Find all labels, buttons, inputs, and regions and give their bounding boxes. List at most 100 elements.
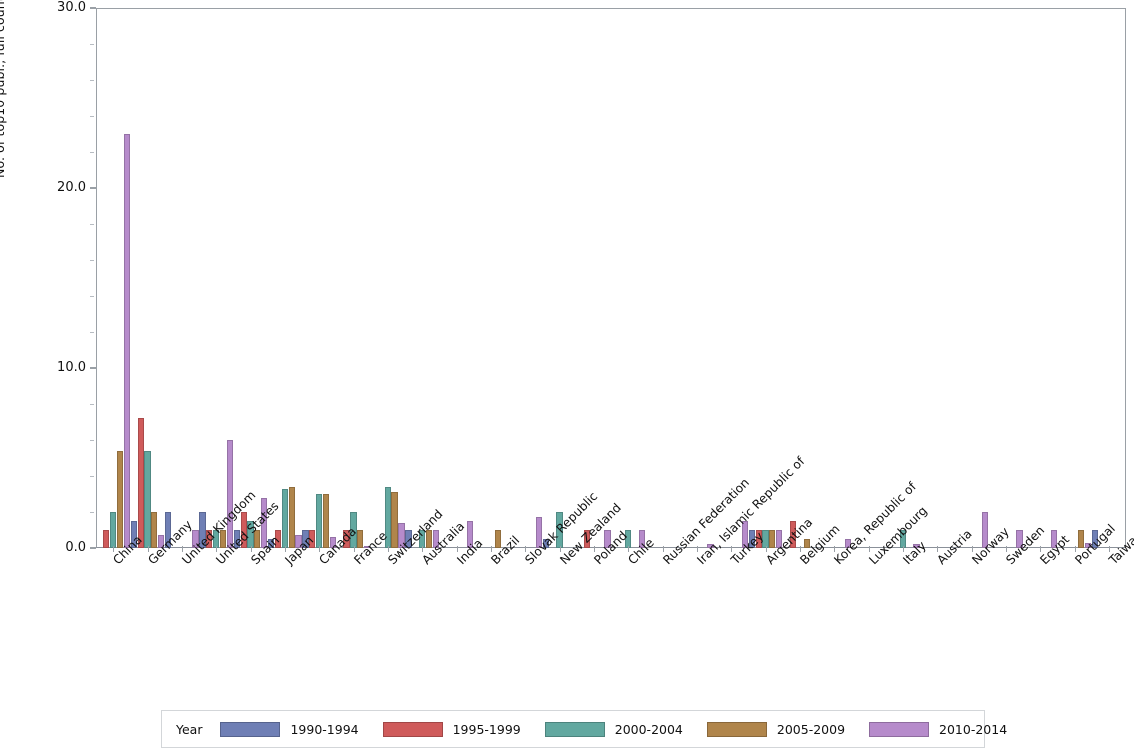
y-tick-minor <box>90 223 94 225</box>
bar <box>982 512 989 548</box>
bar <box>748 530 755 548</box>
bar <box>130 521 137 548</box>
x-tick-mark <box>1108 546 1110 552</box>
y-tick-minor <box>90 511 94 513</box>
bar <box>206 530 213 548</box>
x-tick-mark <box>525 546 527 552</box>
bar <box>295 535 302 548</box>
x-tick-label: France <box>351 529 390 568</box>
x-tick-label: Korea, Republic of <box>831 480 919 568</box>
bar <box>109 512 117 548</box>
x-tick-label: Switzerland <box>385 507 445 567</box>
y-tick-minor <box>90 79 94 81</box>
x-tick-label: Austria <box>934 527 974 567</box>
bar-group <box>748 8 783 548</box>
bar-group <box>611 8 645 548</box>
bar <box>240 512 247 548</box>
bar-group <box>954 8 989 548</box>
bar <box>233 530 240 548</box>
y-tick-major <box>90 367 96 369</box>
legend-item[interactable]: 1995-1999 <box>382 721 521 737</box>
y-axis-ticks: 0.0 10.0 20.0 30.0 <box>0 0 96 556</box>
x-tick-mark <box>353 546 355 552</box>
bars-layer <box>96 8 1126 548</box>
bar <box>192 530 199 548</box>
bar-group <box>577 8 611 548</box>
bar <box>343 530 350 548</box>
bar-group <box>268 8 302 548</box>
x-tick-label: Turkey <box>728 529 767 568</box>
bar <box>226 440 233 548</box>
bar <box>144 450 151 548</box>
bar <box>219 530 227 548</box>
y-tick-minor <box>90 115 94 117</box>
x-tick-label: Russian Federation <box>660 475 752 567</box>
y-tick-minor <box>90 151 94 153</box>
bar <box>741 521 748 548</box>
x-tick-label: Poland <box>591 529 630 568</box>
chart-legend: Year 1990-1994 1995-1999 2000-2004 2005-200… <box>161 710 1007 748</box>
bar-group <box>199 8 233 548</box>
x-tick-label: Belgium <box>797 522 842 567</box>
bar-group <box>474 8 508 548</box>
bar <box>261 497 268 548</box>
x-tick-mark <box>868 546 870 552</box>
bar <box>103 530 110 548</box>
legend-label: 1995-1999 <box>452 721 521 737</box>
bar <box>281 488 288 548</box>
bar-group <box>405 8 439 548</box>
bar <box>151 512 158 548</box>
legend-swatch <box>544 721 605 737</box>
bar <box>398 522 405 548</box>
bar <box>405 530 412 548</box>
bar <box>199 512 206 548</box>
bar <box>542 539 549 548</box>
x-tick-label: Japan <box>282 533 317 568</box>
legend-swatch <box>869 721 930 737</box>
x-tick-label: Luxembourg <box>866 504 930 568</box>
x-tick-label: Germany <box>145 518 195 568</box>
bar <box>707 544 714 548</box>
x-axis-labels: ChinaGermanyUnited KingdomUnited StatesS… <box>96 454 1134 692</box>
x-tick-mark <box>628 546 630 552</box>
x-tick-label: Argentina <box>763 515 815 567</box>
bar <box>638 530 645 548</box>
bar-group <box>336 8 371 548</box>
bar <box>123 134 130 548</box>
bar <box>769 530 776 548</box>
x-tick-mark <box>765 546 767 552</box>
x-tick-label: Taiwan <box>1106 528 1134 567</box>
y-tick-minor <box>90 331 94 333</box>
bar <box>432 530 439 548</box>
bar <box>789 521 797 548</box>
bar <box>1085 542 1092 548</box>
bar-group <box>302 8 336 548</box>
legend-item[interactable]: 2005-2009 <box>706 721 845 737</box>
y-tick-minor <box>90 403 94 405</box>
x-tick-mark <box>731 546 733 552</box>
bar-group <box>645 8 679 548</box>
bar <box>274 530 282 548</box>
bar <box>384 486 391 548</box>
legend-swatch <box>382 721 443 737</box>
x-tick-label: New Zealand <box>556 501 624 568</box>
y-tick-major <box>90 7 96 9</box>
bar <box>604 530 611 548</box>
x-tick-label: Italy <box>900 538 929 568</box>
bar-group <box>851 8 885 548</box>
bar <box>316 494 323 548</box>
y-tick-label: 10.0 <box>57 360 86 375</box>
x-tick-label: Spain <box>247 533 282 568</box>
legend-item[interactable]: 1990-1994 <box>220 721 359 737</box>
legend-item[interactable]: 2010-2014 <box>869 721 1007 737</box>
x-tick-label: Brazil <box>488 533 523 568</box>
bar-group <box>96 8 130 548</box>
y-tick-minor <box>90 295 94 297</box>
y-tick-minor <box>90 43 94 45</box>
legend-item[interactable]: 2000-2004 <box>544 721 683 737</box>
x-tick-label: Iran, Islamic Republic of <box>694 454 807 567</box>
bar-group <box>1057 8 1092 548</box>
x-tick-label: China <box>110 532 145 568</box>
x-tick-mark <box>319 546 321 552</box>
x-tick-mark <box>113 546 115 552</box>
